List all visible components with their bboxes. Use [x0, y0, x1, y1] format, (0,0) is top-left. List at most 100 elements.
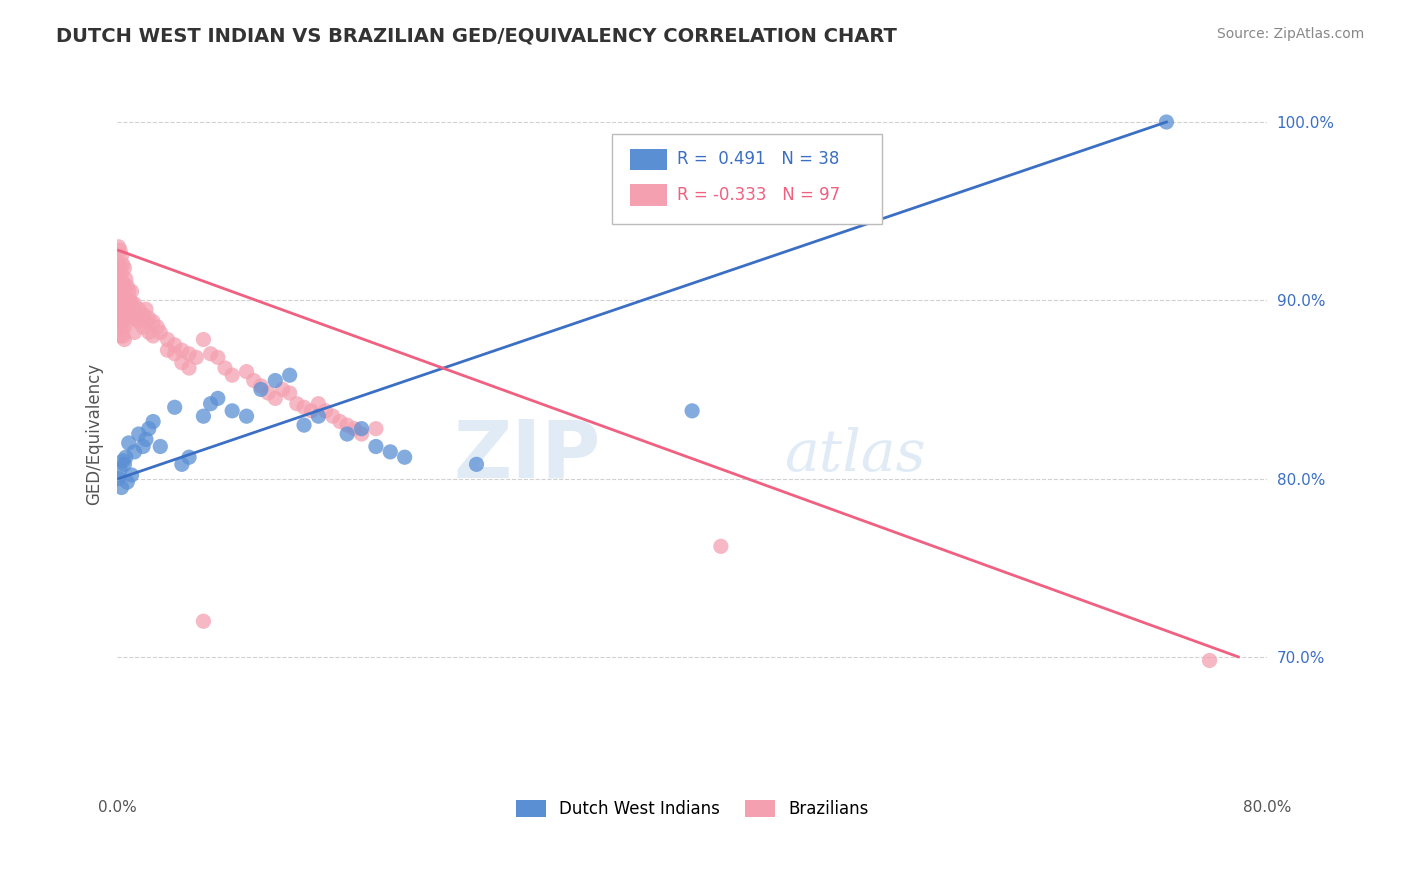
- Point: [186, 351, 208, 365]
- Point: [156, 343, 179, 358]
- Point: [111, 315, 134, 329]
- Point: [110, 267, 132, 281]
- Point: [117, 293, 139, 308]
- Point: [193, 614, 215, 628]
- Point: [110, 481, 132, 495]
- Point: [110, 279, 132, 293]
- Point: [264, 374, 287, 388]
- Point: [465, 458, 488, 472]
- Point: [163, 347, 186, 361]
- Point: [107, 472, 129, 486]
- FancyBboxPatch shape: [630, 149, 666, 170]
- Point: [200, 347, 222, 361]
- Point: [135, 302, 157, 317]
- Point: [108, 302, 131, 317]
- Point: [132, 320, 155, 334]
- Point: [322, 409, 344, 424]
- Point: [120, 293, 142, 308]
- Point: [112, 320, 135, 334]
- Text: Source: ZipAtlas.com: Source: ZipAtlas.com: [1216, 27, 1364, 41]
- Point: [380, 445, 402, 459]
- Point: [108, 276, 131, 290]
- Point: [292, 418, 315, 433]
- Point: [111, 454, 134, 468]
- Point: [170, 356, 193, 370]
- Point: [112, 458, 135, 472]
- Point: [170, 343, 193, 358]
- Point: [107, 267, 129, 281]
- Point: [124, 445, 146, 459]
- Point: [107, 302, 129, 317]
- Point: [121, 468, 143, 483]
- Point: [118, 297, 141, 311]
- Point: [128, 427, 150, 442]
- Point: [117, 279, 139, 293]
- Point: [108, 290, 131, 304]
- Point: [111, 276, 134, 290]
- Point: [250, 383, 273, 397]
- Point: [177, 450, 200, 465]
- Point: [132, 440, 155, 454]
- Point: [107, 315, 129, 329]
- Point: [108, 261, 131, 276]
- Text: R =  0.491   N = 38: R = 0.491 N = 38: [678, 151, 839, 169]
- Legend: Dutch West Indians, Brazilians: Dutch West Indians, Brazilians: [509, 794, 876, 825]
- Point: [112, 293, 135, 308]
- Y-axis label: GED/Equivalency: GED/Equivalency: [86, 363, 103, 505]
- Point: [156, 333, 179, 347]
- Point: [1198, 653, 1220, 667]
- Point: [214, 361, 236, 376]
- Point: [110, 249, 132, 263]
- Point: [124, 326, 146, 340]
- Point: [242, 374, 264, 388]
- Point: [108, 315, 131, 329]
- Point: [128, 315, 150, 329]
- Point: [149, 440, 172, 454]
- Point: [207, 351, 229, 365]
- Point: [114, 450, 136, 465]
- Point: [108, 463, 131, 477]
- Point: [108, 244, 131, 258]
- Point: [107, 285, 129, 299]
- Point: [170, 458, 193, 472]
- Point: [110, 308, 132, 322]
- Point: [307, 409, 329, 424]
- Point: [149, 326, 172, 340]
- Point: [336, 418, 359, 433]
- Point: [285, 397, 308, 411]
- Point: [142, 329, 165, 343]
- Point: [235, 365, 257, 379]
- Point: [364, 422, 387, 436]
- Point: [112, 261, 135, 276]
- Point: [193, 333, 215, 347]
- Point: [112, 333, 135, 347]
- Point: [163, 401, 186, 415]
- Point: [138, 326, 160, 340]
- Point: [278, 386, 301, 401]
- Point: [221, 368, 243, 383]
- Point: [135, 433, 157, 447]
- Point: [264, 392, 287, 406]
- Point: [121, 297, 143, 311]
- Point: [343, 422, 366, 436]
- Point: [177, 347, 200, 361]
- Point: [163, 338, 186, 352]
- Point: [250, 379, 273, 393]
- Point: [108, 329, 131, 343]
- Point: [107, 240, 129, 254]
- Point: [117, 475, 139, 490]
- Point: [271, 383, 294, 397]
- Point: [307, 397, 329, 411]
- Point: [110, 293, 132, 308]
- Point: [336, 427, 359, 442]
- Point: [124, 311, 146, 326]
- Point: [114, 290, 136, 304]
- Point: [200, 397, 222, 411]
- Point: [394, 450, 416, 465]
- Point: [146, 320, 169, 334]
- Point: [110, 320, 132, 334]
- Text: DUTCH WEST INDIAN VS BRAZILIAN GED/EQUIVALENCY CORRELATION CHART: DUTCH WEST INDIAN VS BRAZILIAN GED/EQUIV…: [56, 27, 897, 45]
- Point: [121, 285, 143, 299]
- Text: atlas: atlas: [785, 427, 925, 483]
- Point: [132, 308, 155, 322]
